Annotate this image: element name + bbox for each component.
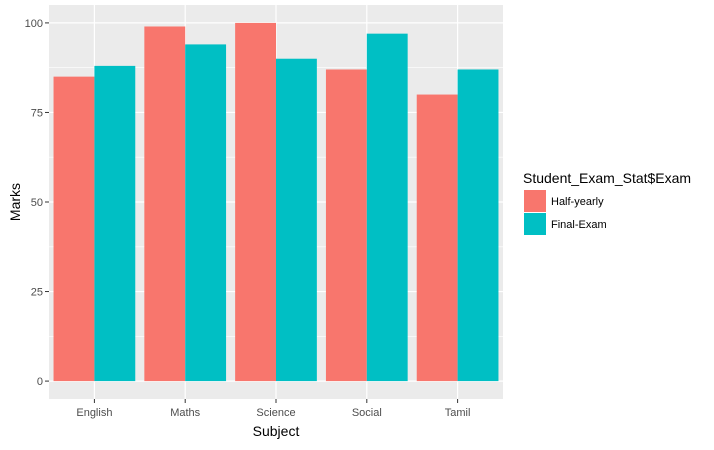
bar <box>325 69 367 382</box>
x-axis: English Maths Science Social Tamil <box>76 399 470 419</box>
x-tick-label: English <box>76 407 112 419</box>
y-tick-label: 100 <box>25 18 43 30</box>
bar <box>366 33 408 382</box>
legend-key <box>524 213 546 235</box>
bar <box>53 76 95 382</box>
x-tick-label: Science <box>256 407 295 419</box>
bar <box>94 65 136 382</box>
y-tick-label: 75 <box>31 107 43 119</box>
bar <box>185 44 227 382</box>
legend-items: Half-yearly Final-Exam <box>524 190 607 235</box>
bar <box>457 69 499 382</box>
y-axis-title: Marks <box>7 183 23 221</box>
bars <box>53 22 499 382</box>
y-tick-label: 0 <box>37 376 43 388</box>
legend-title: Student_Exam_Stat$Exam <box>523 170 691 186</box>
x-axis-title: Subject <box>253 423 300 439</box>
x-tick-label: Maths <box>170 407 200 419</box>
x-tick-label: Tamil <box>445 407 471 419</box>
y-axis: 0 25 50 75 100 <box>25 18 49 388</box>
bar <box>144 26 186 382</box>
bar <box>276 58 317 382</box>
legend-key <box>524 190 546 212</box>
y-tick-label: 25 <box>31 287 43 299</box>
bar <box>416 94 458 382</box>
x-tick-label: Social <box>352 407 382 419</box>
legend: Student_Exam_Stat$Exam Half-yearly Final-… <box>523 170 691 235</box>
y-tick-label: 50 <box>31 197 43 209</box>
bar <box>235 22 276 382</box>
legend-label: Half-yearly <box>551 196 604 208</box>
legend-label: Final-Exam <box>551 219 607 231</box>
